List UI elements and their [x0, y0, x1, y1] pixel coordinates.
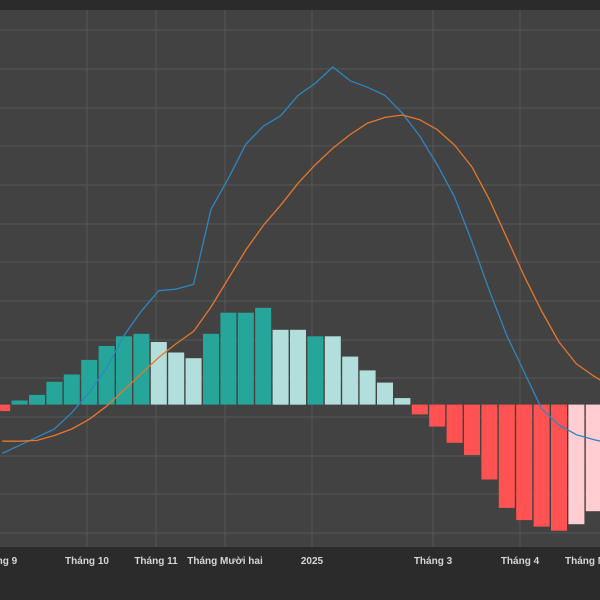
x-tick-label: Tháng 3 [414, 556, 453, 567]
histogram-bar [116, 336, 132, 405]
histogram-bar [585, 404, 600, 512]
histogram-bar [150, 342, 167, 405]
indicator-lines [1, 66, 600, 454]
histogram-bar [203, 333, 219, 405]
histogram-bar [185, 358, 202, 405]
histogram-bar [133, 333, 150, 405]
histogram-bar [498, 404, 515, 508]
histogram-bar [290, 329, 306, 405]
histogram-bar [307, 336, 324, 405]
histogram-bar [377, 382, 393, 405]
histogram-bar [324, 336, 341, 405]
histogram-bar [551, 404, 567, 531]
histogram-bar [464, 404, 480, 455]
histogram-bar [533, 404, 550, 527]
x-tick-label: Tháng 10 [65, 556, 109, 567]
signal-line [2, 114, 600, 442]
histogram-bar [0, 404, 11, 412]
histogram-bar [46, 381, 63, 405]
histogram-bar [446, 404, 463, 443]
histogram-bar [429, 404, 446, 427]
histogram-bar [81, 359, 98, 405]
histogram-bar [220, 312, 237, 405]
x-tick-label: Tháng Mười hai [187, 556, 263, 567]
histogram-bar [342, 356, 359, 405]
histogram-bar [481, 404, 498, 480]
histogram-bar [63, 374, 80, 405]
macd-line [1, 66, 600, 454]
histogram-bar [237, 312, 254, 405]
x-tick-label: Tháng 4 [501, 556, 540, 567]
histogram-bars [0, 307, 600, 531]
histogram-bar [29, 394, 45, 405]
histogram-bar [394, 398, 411, 405]
x-tick-label: 2025 [301, 556, 324, 567]
x-tick-label: Tháng 11 [134, 556, 178, 567]
histogram-bar [272, 329, 289, 405]
x-tick-label: Tháng N [565, 556, 600, 567]
histogram-bar [411, 404, 428, 415]
histogram-bar [516, 404, 533, 521]
histogram-bar [255, 307, 272, 405]
axis-strip [0, 547, 600, 572]
histogram-bar [359, 370, 376, 405]
x-tick-label: Tháng 9 [0, 556, 18, 567]
histogram-bar [11, 400, 28, 405]
x-axis-ticks: Tháng 9 Tháng 10 Tháng 11 Tháng Mười hai… [0, 556, 600, 567]
histogram-bar [568, 404, 585, 525]
histogram-bar [168, 352, 185, 405]
